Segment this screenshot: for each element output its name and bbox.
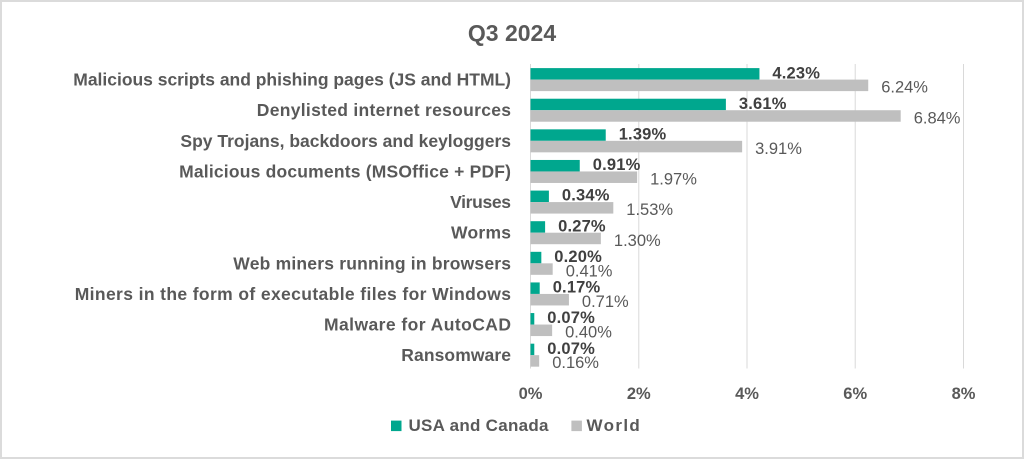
svg-text:Miners in the form of executab: Miners in the form of executable files f…: [75, 284, 512, 304]
svg-text:0.20%: 0.20%: [554, 248, 602, 266]
svg-text:World: World: [587, 416, 640, 435]
svg-text:Worms: Worms: [451, 223, 511, 243]
svg-text:Ransomware: Ransomware: [401, 345, 511, 365]
svg-text:2%: 2%: [627, 385, 651, 403]
svg-text:0.41%: 0.41%: [566, 262, 613, 280]
svg-text:Malicious scripts and phishing: Malicious scripts and phishing pages (JS…: [73, 70, 511, 90]
svg-text:6.24%: 6.24%: [881, 79, 928, 97]
svg-text:0.07%: 0.07%: [547, 309, 595, 327]
svg-text:Malware for AutoCAD: Malware for AutoCAD: [324, 315, 511, 335]
svg-text:Malicious documents (MSOffice: Malicious documents (MSOffice + PDF): [179, 161, 511, 181]
svg-text:0.17%: 0.17%: [553, 279, 601, 297]
svg-text:0.71%: 0.71%: [582, 293, 629, 311]
svg-text:6%: 6%: [843, 385, 867, 403]
svg-text:Web miners running in browsers: Web miners running in browsers: [233, 253, 511, 273]
svg-text:1.97%: 1.97%: [650, 171, 697, 189]
svg-text:1.53%: 1.53%: [626, 201, 673, 219]
svg-text:0.27%: 0.27%: [558, 217, 606, 235]
svg-text:6.84%: 6.84%: [914, 109, 961, 127]
svg-text:0.07%: 0.07%: [547, 340, 595, 358]
svg-text:1.39%: 1.39%: [619, 125, 667, 143]
svg-text:4.23%: 4.23%: [772, 64, 820, 82]
svg-text:Q3 2024: Q3 2024: [468, 20, 556, 46]
svg-text:1.30%: 1.30%: [614, 232, 661, 250]
svg-text:0%: 0%: [519, 385, 543, 403]
svg-text:Spy Trojans, backdoors and key: Spy Trojans, backdoors and keyloggers: [180, 131, 511, 151]
svg-text:0.40%: 0.40%: [565, 324, 612, 342]
svg-text:USA and Canada: USA and Canada: [409, 416, 550, 435]
svg-text:8%: 8%: [952, 385, 976, 403]
svg-text:Denylisted internet resources: Denylisted internet resources: [257, 100, 511, 120]
svg-text:0.91%: 0.91%: [593, 156, 641, 174]
svg-text:4%: 4%: [735, 385, 759, 403]
svg-text:0.16%: 0.16%: [552, 354, 599, 372]
svg-text:3.61%: 3.61%: [739, 95, 787, 113]
svg-text:Viruses: Viruses: [450, 192, 511, 212]
svg-text:0.34%: 0.34%: [562, 187, 610, 205]
svg-text:3.91%: 3.91%: [755, 140, 802, 158]
